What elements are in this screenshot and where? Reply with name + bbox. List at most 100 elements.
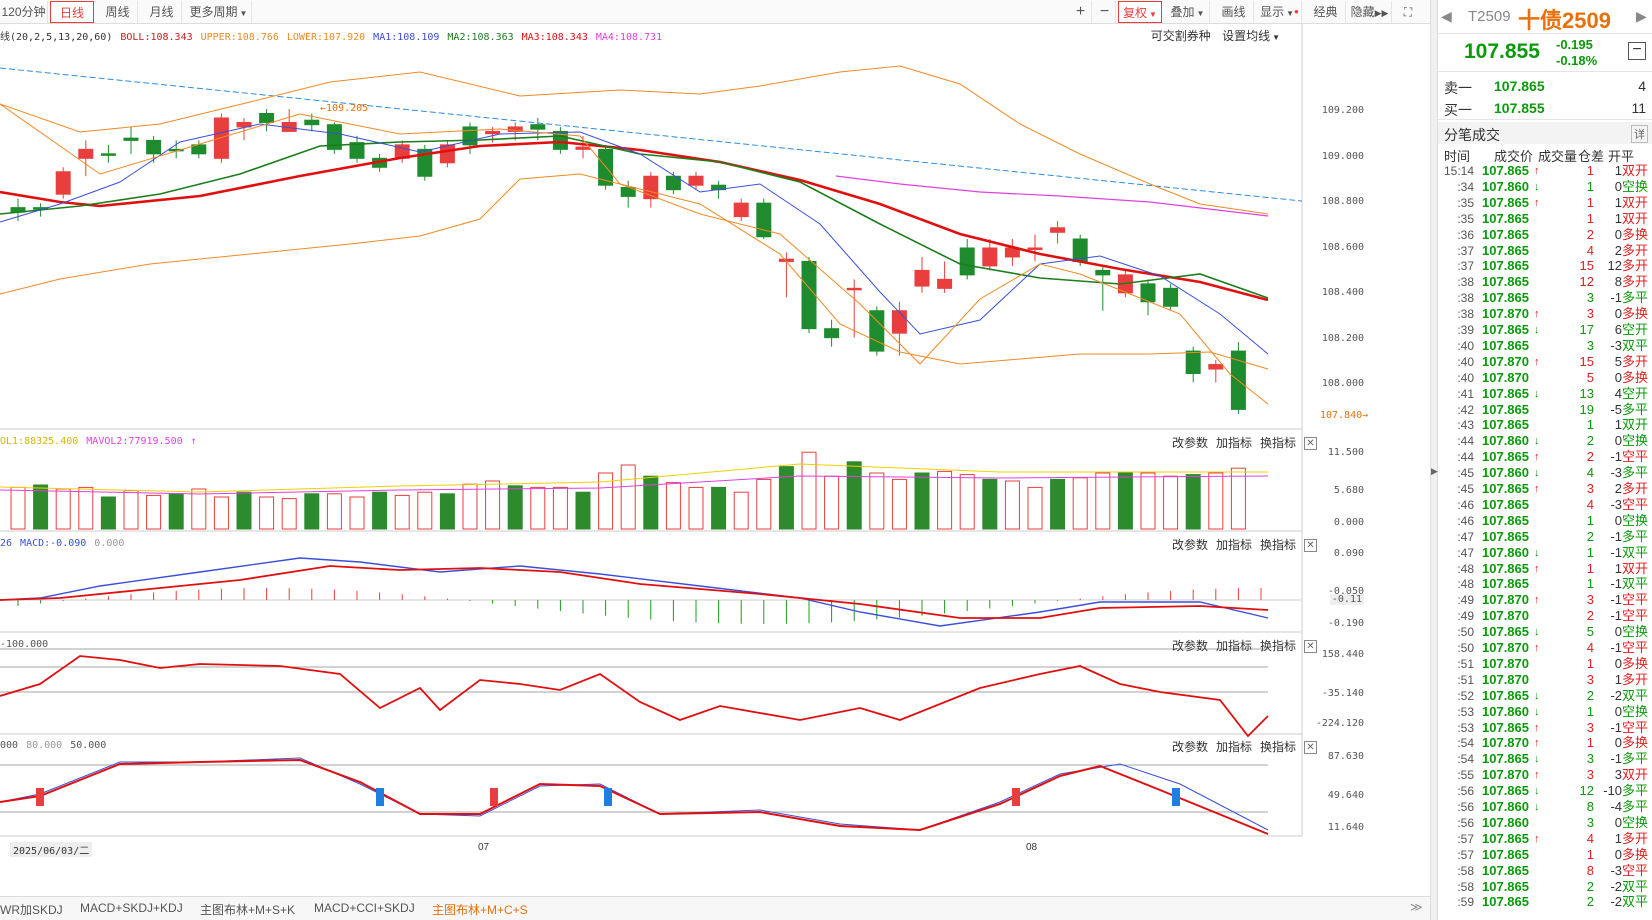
tab-boll-m-c-s[interactable]: 主图布林+M+C+S (432, 903, 528, 917)
volume-bar (1163, 475, 1179, 530)
volume-bar (1208, 472, 1224, 530)
date-cursor: 2025/06/03/二 (10, 842, 93, 857)
tick-arrow-icon: ↑ (1534, 721, 1540, 734)
minus-icon[interactable]: − (1628, 42, 1646, 60)
tab-wr-skdj[interactable]: WR加SKDJ (0, 903, 63, 917)
arrow-up-icon: ↑ (190, 436, 197, 447)
overlay-button[interactable]: 叠加 ▼ (1166, 1, 1210, 23)
edit-params-button[interactable]: 改参数 (1171, 436, 1208, 450)
period-month[interactable]: 月线 (142, 1, 182, 23)
chart-canvas[interactable] (0, 24, 1430, 896)
edit-params-button[interactable]: 改参数 (1171, 639, 1208, 653)
tick-time: :51 (1457, 656, 1474, 671)
tick-price: 107.870 (1482, 735, 1529, 751)
candle-body (914, 269, 930, 287)
period-120min[interactable]: 120分钟 (0, 1, 48, 23)
tick-volume: 3 (1586, 306, 1594, 322)
draw-line-button[interactable]: 画线 (1214, 1, 1254, 23)
tick-arrow-icon: ↑ (1534, 165, 1540, 177)
volume-bar (688, 486, 704, 530)
detail-button[interactable]: 详 (1631, 125, 1648, 143)
tick-time: :40 (1457, 338, 1474, 353)
volume-bar (1230, 467, 1246, 530)
tick-time: :48 (1457, 577, 1474, 592)
next-icon[interactable]: ▶ (1636, 8, 1647, 24)
edit-params-button[interactable]: 改参数 (1171, 538, 1208, 552)
period-more[interactable]: 更多周期 ▼ (186, 1, 252, 23)
deliverable-bonds-button[interactable]: 可交割券种 (1150, 29, 1211, 43)
tick-time: :59 (1457, 895, 1474, 910)
tab-macd-skdj-kdj[interactable]: MACD+SKDJ+KDJ (80, 901, 183, 915)
candle-body (824, 328, 840, 339)
add-indicator-button[interactable]: 加指标 (1215, 436, 1252, 450)
set-ma-button[interactable]: 设置均线 (1222, 29, 1271, 43)
tick-arrow-icon: ↓ (1534, 387, 1540, 400)
tick-row: :53 107.865 ↑ 3 -1 空平 (1438, 720, 1652, 736)
tick-oi-change: -2 (1610, 878, 1622, 894)
period-day[interactable]: 日线 (50, 1, 94, 23)
volume-bar (349, 496, 365, 530)
tick-type: 多开 (1622, 830, 1649, 846)
tick-type: 空换 (1622, 624, 1649, 640)
tick-arrow-icon: ↓ (1534, 801, 1540, 813)
tick-type: 空换 (1622, 433, 1649, 449)
high-annotation: ←109.205 (320, 103, 369, 114)
quote-header: ◀ T2509 十债2509 ▶ (1438, 0, 1652, 34)
tick-type: 多开 (1622, 671, 1649, 687)
tick-volume: 1 (1586, 512, 1594, 528)
hide-button[interactable]: 隐藏▶▶ (1348, 1, 1392, 23)
kline-area: 120分钟 日线 周线 月线 更多周期 ▼ + − 复权 ▼ 叠加 ▼ 画线 显示 ▼●… (0, 1, 1430, 917)
zoom-in-button[interactable]: + (1070, 1, 1092, 23)
volume-bar (78, 486, 94, 530)
tick-row: :54 107.870 ↑ 1 0 多换 (1438, 735, 1652, 751)
candle-body (349, 142, 365, 159)
switch-indicator-button[interactable]: 换指标 (1259, 740, 1296, 754)
tick-type: 多换 (1622, 735, 1649, 751)
macd-legend-1: 26 (0, 538, 13, 549)
prev-icon[interactable]: ◀ (1441, 8, 1452, 24)
chevron-right-icon: ▶ (1431, 466, 1438, 476)
add-indicator-button[interactable]: 加指标 (1215, 538, 1252, 552)
double-chevron-right-icon[interactable]: ≫ (1410, 900, 1423, 914)
tab-macd-cci-skdj[interactable]: MACD+CCI+SKDJ (314, 901, 415, 915)
candle-body (1185, 350, 1201, 375)
close-icon[interactable]: ✕ (1304, 539, 1317, 553)
zoom-out-button[interactable]: − (1094, 1, 1116, 23)
tick-type: 双开 (1622, 417, 1649, 433)
display-button[interactable]: 显示 ▼● (1258, 1, 1302, 23)
switch-indicator-button[interactable]: 换指标 (1259, 436, 1296, 450)
volume-bar (372, 491, 388, 530)
switch-indicator-button[interactable]: 换指标 (1259, 538, 1296, 552)
vol-legend-2: MAVOL2:77919.500 (86, 436, 183, 447)
volume-bar (1185, 474, 1201, 530)
tick-time: :55 (1457, 768, 1474, 783)
volume-bar (1117, 472, 1133, 530)
tick-type: 空平 (1622, 592, 1649, 608)
edit-params-button[interactable]: 改参数 (1171, 740, 1208, 754)
tick-type: 空平 (1622, 449, 1649, 465)
restore-right-button[interactable]: 复权 ▼ (1118, 1, 1162, 23)
signal-marker (490, 788, 498, 806)
tick-row: :57 107.865 ↑ 4 1 多开 (1438, 831, 1652, 847)
tick-type: 多换 (1622, 306, 1649, 322)
switch-indicator-button[interactable]: 换指标 (1259, 639, 1296, 653)
tick-oi-change: 12 (1607, 258, 1622, 274)
candle-body (959, 247, 975, 276)
add-indicator-button[interactable]: 加指标 (1215, 639, 1252, 653)
tick-oi-change: -3 (1610, 465, 1622, 481)
legend-boll: BOLL:108.343 (120, 32, 193, 43)
fullscreen-icon[interactable]: ⛶ (1403, 5, 1413, 19)
close-icon[interactable]: ✕ (1304, 640, 1317, 654)
close-icon[interactable]: ✕ (1304, 437, 1317, 451)
period-more-label: 更多周期 (189, 5, 238, 19)
close-icon[interactable]: ✕ (1304, 741, 1317, 755)
tick-type: 双开 (1622, 767, 1649, 783)
tick-type: 多换 (1622, 846, 1649, 862)
period-week[interactable]: 周线 (98, 1, 138, 23)
tick-row: :45 107.865 ↑ 3 2 多开 (1438, 481, 1652, 497)
tick-price: 107.865 (1482, 830, 1529, 846)
tab-boll-m-s-k[interactable]: 主图布林+M+S+K (200, 903, 296, 917)
panel-splitter[interactable]: ▶ (1430, 0, 1438, 920)
add-indicator-button[interactable]: 加指标 (1215, 740, 1252, 754)
classic-button[interactable]: 经典 (1306, 1, 1346, 23)
